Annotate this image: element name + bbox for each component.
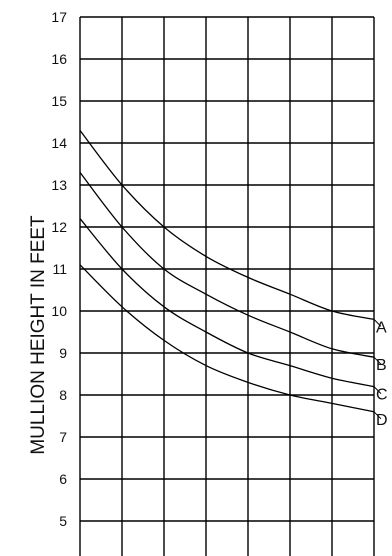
y-tick-label: 16	[51, 51, 67, 67]
curve-label-d: D	[376, 412, 388, 429]
y-tick-labels: 5 6 7 8 9 10 11 12 13 14 15 16 17	[51, 9, 67, 529]
y-tick-label: 15	[51, 93, 67, 109]
curve-leader-a	[373, 319, 382, 327]
y-tick-label: 11	[52, 261, 67, 277]
y-tick-label: 14	[51, 135, 67, 151]
y-tick-label: 9	[59, 345, 67, 361]
y-tick-label: 10	[51, 303, 67, 319]
y-tick-label: 6	[59, 471, 67, 487]
curve-b	[79, 172, 375, 358]
y-tick-label: 13	[51, 177, 67, 193]
y-tick-label: 12	[51, 219, 67, 235]
chart-grid	[79, 16, 375, 556]
curve-labels: A BCD	[373, 319, 388, 429]
y-tick-label: 17	[51, 9, 67, 25]
curve-label-a: A	[376, 319, 387, 336]
y-tick-label: 8	[59, 387, 67, 403]
curve-label-b: B	[376, 357, 387, 374]
curve-c	[79, 218, 375, 388]
curve-leader-d	[373, 411, 382, 420]
y-axis-title: MULLION HEIGHT IN FEET	[28, 215, 49, 455]
curve-a	[79, 130, 375, 321]
curve-series	[79, 130, 375, 413]
y-tick-label: 5	[59, 513, 67, 529]
y-tick-label: 7	[59, 429, 67, 445]
curve-label-c: C	[376, 387, 388, 404]
curve-leader-c	[373, 386, 382, 394]
curve-leader-b	[373, 356, 382, 365]
curve-d	[79, 264, 375, 413]
